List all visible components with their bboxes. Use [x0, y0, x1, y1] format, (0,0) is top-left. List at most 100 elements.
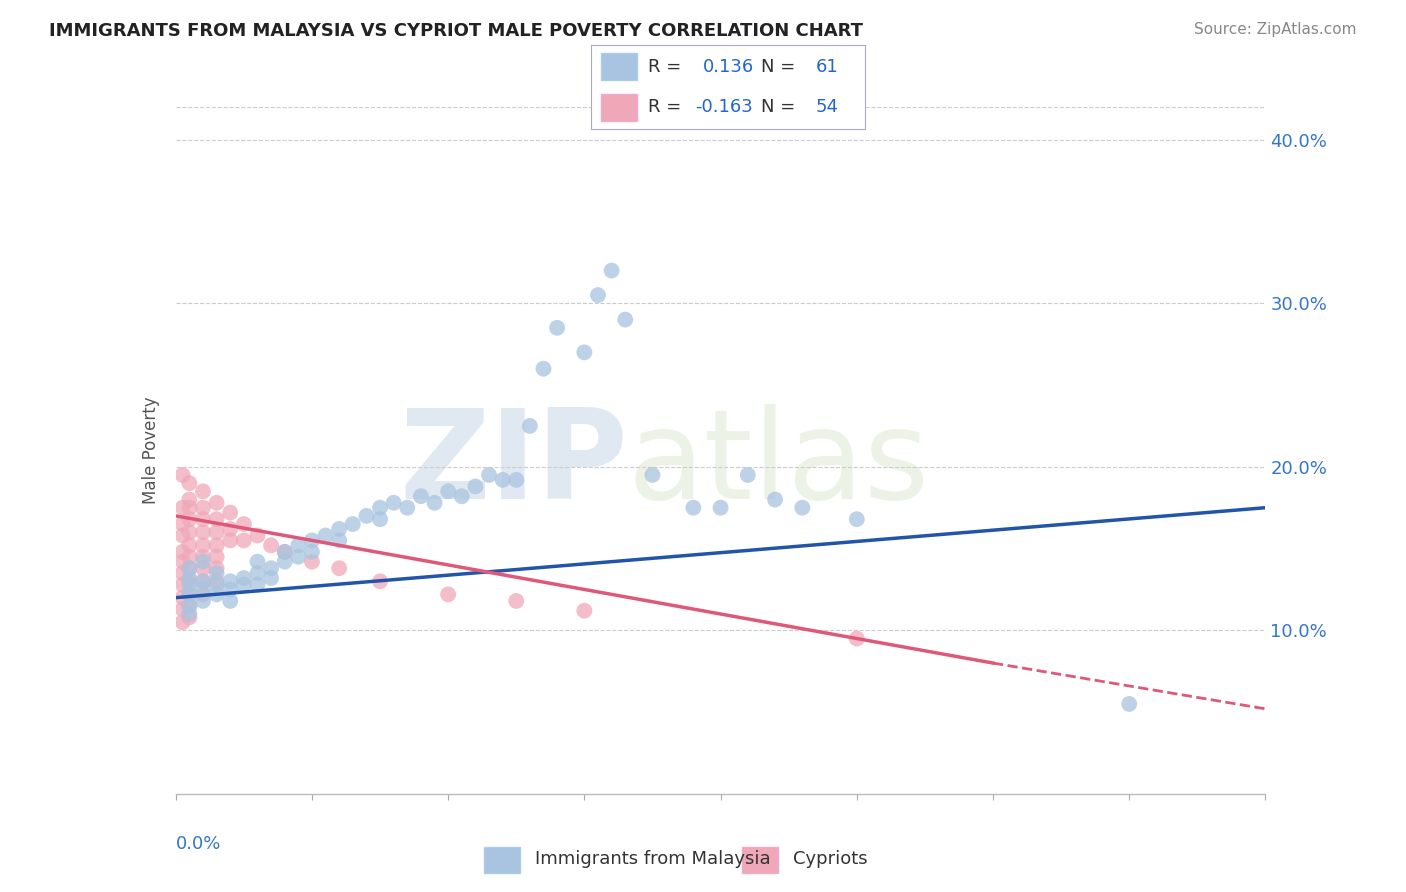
Text: R =: R = [648, 98, 688, 116]
Point [246, 577, 269, 591]
Point [205, 525, 228, 540]
Text: 61: 61 [815, 58, 838, 76]
Point [368, 574, 391, 589]
Point [191, 538, 214, 552]
Point [301, 545, 323, 559]
Point [328, 533, 350, 548]
Point [191, 574, 214, 589]
Point [409, 489, 432, 503]
Point [246, 566, 269, 580]
Text: atlas: atlas [628, 404, 931, 524]
Point [274, 555, 297, 569]
Point [179, 607, 201, 621]
Point [315, 528, 337, 542]
Point [205, 538, 228, 552]
Y-axis label: Male Poverty: Male Poverty [142, 397, 160, 504]
Point [219, 594, 242, 608]
Text: -0.163: -0.163 [695, 98, 752, 116]
Point [450, 489, 472, 503]
Point [232, 533, 254, 548]
Text: N =: N = [761, 58, 800, 76]
Point [368, 512, 391, 526]
Point [191, 500, 214, 515]
Point [219, 533, 242, 548]
Point [179, 549, 201, 564]
Point [179, 577, 201, 591]
Point [179, 538, 201, 552]
Point [179, 574, 201, 589]
Text: 0.136: 0.136 [703, 58, 754, 76]
Point [179, 561, 201, 575]
Point [179, 561, 201, 575]
Point [356, 508, 378, 523]
Point [191, 574, 214, 589]
Point [274, 545, 297, 559]
Point [505, 473, 527, 487]
Point [179, 587, 201, 601]
Point [423, 496, 446, 510]
Point [205, 561, 228, 575]
Point [219, 582, 242, 597]
Point [505, 594, 527, 608]
Point [191, 525, 214, 540]
Point [232, 577, 254, 591]
Point [172, 467, 194, 482]
Point [172, 500, 194, 515]
Point [191, 594, 214, 608]
Point [205, 574, 228, 589]
Bar [742, 847, 778, 873]
Point [710, 500, 733, 515]
Point [682, 500, 704, 515]
Bar [484, 847, 520, 873]
Text: 54: 54 [815, 98, 838, 116]
Point [219, 574, 242, 589]
Point [179, 476, 201, 491]
Point [191, 484, 214, 499]
Point [205, 587, 228, 601]
Text: R =: R = [648, 58, 688, 76]
Point [179, 587, 201, 601]
Text: Source: ZipAtlas.com: Source: ZipAtlas.com [1194, 22, 1357, 37]
Point [179, 610, 201, 624]
Point [260, 561, 283, 575]
Point [179, 599, 201, 613]
Point [492, 473, 515, 487]
Point [287, 549, 309, 564]
Text: 0.0%: 0.0% [176, 835, 221, 853]
Point [191, 582, 214, 597]
Point [172, 516, 194, 531]
Point [586, 288, 609, 302]
Point [301, 533, 323, 548]
Point [845, 632, 868, 646]
Point [287, 538, 309, 552]
Point [260, 538, 283, 552]
Point [232, 516, 254, 531]
Point [232, 571, 254, 585]
Point [1118, 697, 1140, 711]
Point [301, 555, 323, 569]
Point [172, 591, 194, 605]
Point [437, 484, 460, 499]
Point [342, 516, 364, 531]
Point [763, 492, 786, 507]
Point [179, 492, 201, 507]
Point [519, 418, 541, 433]
Point [191, 561, 214, 575]
Point [328, 561, 350, 575]
Point [191, 549, 214, 564]
Bar [602, 54, 637, 80]
Point [464, 479, 486, 493]
Point [478, 467, 501, 482]
Point [191, 587, 214, 601]
Point [737, 467, 759, 482]
Point [205, 496, 228, 510]
Bar [602, 94, 637, 120]
Point [382, 496, 405, 510]
Point [600, 263, 623, 277]
Text: Immigrants from Malaysia: Immigrants from Malaysia [534, 850, 770, 868]
Point [172, 566, 194, 580]
Point [533, 361, 555, 376]
Point [792, 500, 814, 515]
Point [172, 555, 194, 569]
Point [246, 528, 269, 542]
